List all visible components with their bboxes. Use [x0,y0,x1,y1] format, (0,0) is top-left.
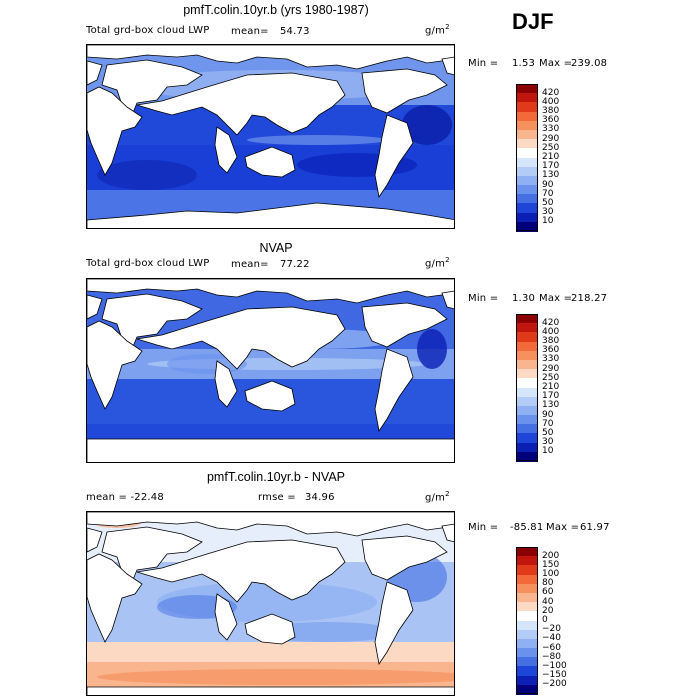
panel-2-colorbar: 420 400 380 360 330 290 250 210 170 130 90 70 50 30 10 [516,314,576,462]
panel-3-colorbar-tick-label: −20 [542,624,561,635]
panel-1-variable-label: Total grd-box cloud LWP [86,25,210,36]
panel-1-mean-value: 54.73 [280,26,310,37]
panel-3-colorbar-tick-label: 100 [542,569,560,580]
panel-2-colorbar-tick-label: 170 [542,391,560,402]
panel-2-mean-label: mean= [231,259,269,270]
panel-1-title: pmfT.colin.10yr.b (yrs 1980-1987) [183,3,369,17]
panel-2-colorbar-tick-label: 10 [542,446,554,457]
panel-1-colorbar-tick-label: 330 [542,124,560,135]
panel-1-min-label: Min = [468,58,499,69]
panel-1-units: g/m2 [425,23,450,37]
panel-2-max-value: 218.27 [571,293,608,304]
panel-3-rmse-label: rmse = [258,492,296,503]
panel-3-colorbar: 200 150 100 80 60 40 20 0 −20 −40 −60 −80 −100 −150 −2… [516,547,576,695]
panel-1-land [87,45,454,228]
panel-2-min-value: 1.30 [512,293,536,304]
panel-2-min-label: Min = [468,293,499,304]
panel-2-land [87,279,454,462]
panel-2-colorbar-tick-label: 360 [542,345,560,356]
panel-2-max-label: Max = [539,293,573,304]
panel-1-colorbar-frame [516,84,538,231]
panel-2-title: NVAP [259,241,293,255]
panel-3-max-label: Max = [546,522,580,533]
panel-2-colorbar-tick-label: 50 [542,427,554,438]
panel-1-colorbar-tick-label: 90 [542,179,554,190]
panel-3-colorbar-tick-label: 60 [542,587,554,598]
season-label: DJF [512,9,554,34]
panel-3-title: pmfT.colin.10yr.b - NVAP [206,470,345,484]
panel-3-colorbar-tick-label: 0 [542,615,548,625]
panel-2-mean-value: 77.22 [280,259,310,270]
panel-1-colorbar-tick-label: 290 [542,133,560,144]
panel-3-land [87,512,454,695]
panel-2-colorbar-tick-label: 210 [542,382,560,392]
panel-2-colorbar-tick-label: 400 [542,326,560,337]
panel-3-colorbar-tick-label: −100 [542,660,567,671]
panel-1-colorbar-tick-label: 210 [542,152,560,162]
panel-2-units: g/m2 [425,256,450,270]
panel-3-colorbar-tick-label: −150 [542,670,567,681]
panel-1-colorbar-tick-label: 30 [542,207,554,218]
panel-1-mean-label: mean= [231,26,269,37]
panel-2-map-svg [87,279,454,462]
panel-1-colorbar-tick-label: 50 [542,197,554,208]
panel-2-colorbar-tick-label: 380 [542,336,560,347]
panel-3-max-value: 61.97 [580,522,610,533]
panel-3-colorbar-tick-label: 40 [542,596,554,607]
panel-3-colorbar-tick-label: −80 [542,651,561,662]
panel-2-colorbar-tick-label: 130 [542,400,560,411]
panel-1-colorbar-tick-label: 70 [542,188,554,199]
panel-1-colorbar-tick-label: 170 [542,161,560,172]
panel-3-colorbar-tick-label: 80 [542,578,554,589]
panel-3-colorbar-tick-label: −40 [542,633,561,644]
panel-1-map [86,44,455,229]
panel-1-colorbar-tick-label: 360 [542,115,560,126]
panel-2-colorbar-frame [516,314,538,461]
panel-1-colorbar-tick-label: 400 [542,96,560,107]
panel-3-map [86,511,455,696]
panel-2-variable-label: Total grd-box cloud LWP [86,258,210,269]
panel-2-colorbar-tick-label: 70 [542,418,554,429]
panel-2-colorbar-tick-label: 330 [542,354,560,365]
panel-1-max-label: Max = [539,58,573,69]
panel-3-rmse-value: 34.96 [305,492,335,503]
panel-2-colorbar-tick-label: 420 [542,317,560,328]
panel-2-colorbar-tick-label: 250 [542,372,560,383]
panel-1-min-value: 1.53 [512,58,536,69]
panel-1-colorbar: 420 400 380 360 330 290 250 210 170 130 90 70 50 30 10 [516,84,576,232]
panel-2-colorbar-tick-label: 290 [542,363,560,374]
panel-3-colorbar-frame [516,547,538,694]
panel-1-colorbar-tick-label: 380 [542,106,560,117]
panel-2-colorbar-tick-label: 90 [542,409,554,420]
panel-3-colorbar-tick-label: 200 [542,550,560,561]
panel-1-colorbar-tick-label: 250 [542,142,560,153]
panel-3-colorbar-tick-label: 150 [542,559,560,570]
panel-1-max-value: 239.08 [571,58,608,69]
panel-1-colorbar-tick-label: 10 [542,216,554,227]
panel-1-map-svg [87,45,454,228]
panel-3-colorbar-tick-label: −200 [542,679,567,690]
panel-1-colorbar-tick-label: 130 [542,170,560,181]
panel-3-min-label: Min = [468,522,499,533]
panel-2-colorbar-tick-label: 30 [542,437,554,448]
panel-3-units: g/m2 [425,490,450,504]
panel-3-colorbar-tick-label: −60 [542,642,561,653]
panel-2-map [86,278,455,463]
panel-3-colorbar-tick-label: 20 [542,605,554,616]
panel-1-colorbar-tick-label: 420 [542,87,560,98]
panel-3-mean-label: mean = -22.48 [86,492,164,503]
panel-3-min-value: -85.81 [510,522,544,533]
panel-3-map-svg [87,512,454,695]
